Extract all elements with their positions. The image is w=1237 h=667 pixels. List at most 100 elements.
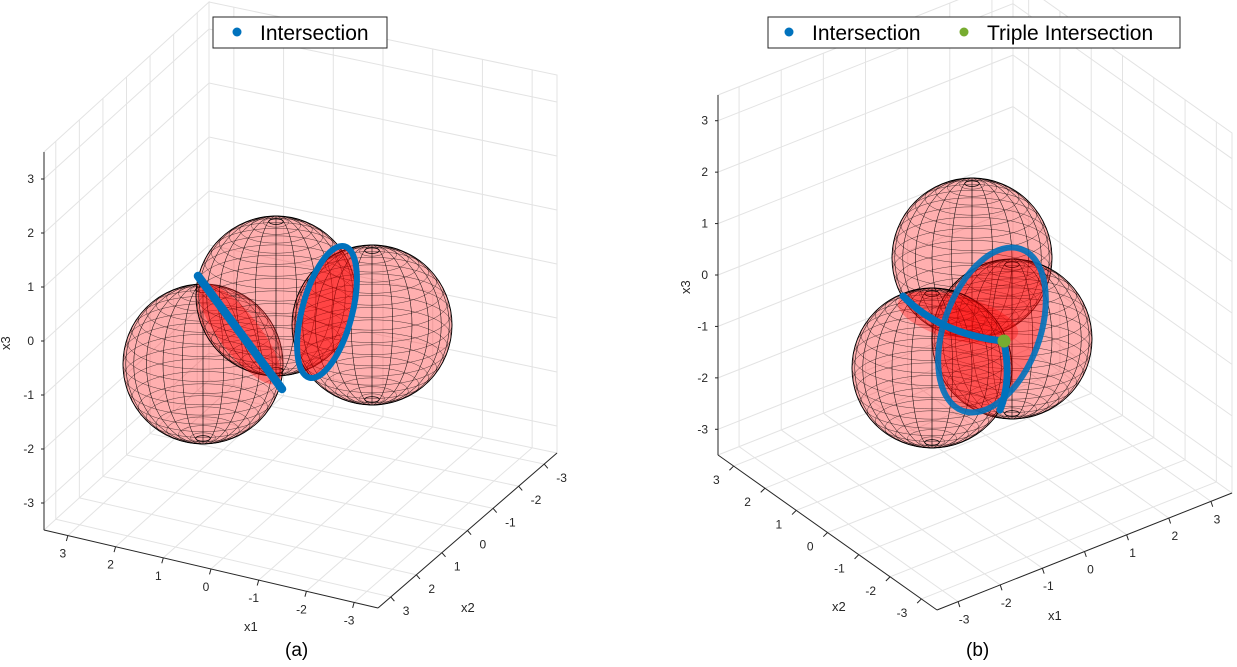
legend-label-intersection-b: Intersection bbox=[812, 22, 921, 45]
y-axis-ticks-a: 3 2 1 0 -1 -2 -3 bbox=[390, 463, 567, 618]
sphere-1-a-latitude bbox=[166, 416, 240, 444]
overlap-lens-1-b bbox=[938, 247, 1046, 413]
sphere-1-b-latitude bbox=[895, 252, 1049, 310]
sphere-1-b-pole bbox=[964, 180, 980, 187]
z-axis-a-tick-label: 0 bbox=[27, 334, 34, 348]
sphere-1-a-latitude bbox=[146, 395, 260, 438]
legend-a[interactable]: Intersection bbox=[212, 16, 388, 49]
y-axis-a-tick-label: -2 bbox=[531, 493, 542, 507]
grid-line bbox=[858, 437, 1154, 556]
x-axis-b-tick-label: -1 bbox=[1043, 579, 1054, 593]
intersection-circle-2-a bbox=[294, 242, 360, 382]
x-axis-b-tick-label: -2 bbox=[1001, 596, 1012, 610]
y-axis-a-tick-mark bbox=[390, 596, 395, 602]
x-axis-b-tick-mark bbox=[1084, 551, 1087, 558]
x-axis-a-tick-mark bbox=[65, 535, 69, 542]
grid-line bbox=[43, 298, 558, 450]
z-axis-b-tick-label: -1 bbox=[697, 319, 708, 333]
sphere-3-b-latitude bbox=[919, 289, 945, 300]
sphere-3-b-latitude bbox=[860, 307, 1004, 361]
z-axis-label-b: x3 bbox=[678, 280, 693, 294]
z-axis-b-tick-label: 2 bbox=[701, 165, 708, 179]
y-axis-b-tick-label: 1 bbox=[776, 517, 783, 531]
x-axis-a-tick-mark bbox=[113, 546, 117, 553]
y-axis-a-tick-label: -3 bbox=[556, 471, 567, 485]
intersection-circle-1-a bbox=[193, 271, 287, 394]
sphere-2-b-latitude bbox=[955, 265, 1069, 308]
x-axis-ticks-b: -3 -2 -1 0 1 2 3 bbox=[957, 501, 1221, 627]
z-axis-a-tick-label: -1 bbox=[23, 388, 34, 402]
grid-line bbox=[149, 433, 494, 509]
legend-marker-intersection-b bbox=[784, 27, 794, 37]
x-axis-a-tick-mark bbox=[209, 568, 212, 575]
grid-line bbox=[173, 411, 519, 487]
grid-line bbox=[353, 447, 533, 603]
y-axis-label-a: x2 bbox=[461, 600, 475, 615]
sphere-2-b-latitude bbox=[935, 287, 1089, 345]
grid-line bbox=[717, 54, 1233, 211]
x-axis-b-tick-mark bbox=[999, 584, 1003, 591]
y-axis-b-tick-label: -1 bbox=[834, 562, 845, 576]
y-axis-a-tick-label: 3 bbox=[403, 604, 410, 618]
z-axis-b-tick-label: -3 bbox=[697, 422, 708, 436]
sphere-2-b-pole bbox=[1004, 261, 1020, 268]
x-axis-b-tick-mark bbox=[1126, 534, 1129, 541]
x-axis-b-tick-label: 3 bbox=[1214, 512, 1221, 526]
z-axis-b-tick-label: -2 bbox=[697, 371, 708, 385]
legend-label-intersection-a: Intersection bbox=[260, 22, 369, 45]
sphere-2-b-latitude bbox=[940, 278, 1084, 332]
y-axis-b-tick-mark bbox=[760, 487, 766, 493]
grid-line bbox=[258, 426, 434, 581]
overlap-lens-2-b bbox=[897, 291, 1019, 345]
sphere-3-a-pole bbox=[364, 247, 380, 254]
grid-line bbox=[717, 157, 1233, 314]
y-axis-b-tick-label: 0 bbox=[807, 540, 814, 554]
intersection-rings-a bbox=[193, 242, 360, 394]
sphere-3-a-latitude bbox=[295, 273, 449, 331]
z-axis-a-tick-label: 2 bbox=[27, 226, 34, 240]
grid-line bbox=[43, 28, 558, 180]
y-axis-a-tick-mark bbox=[415, 574, 421, 580]
sphere-3-a-latitude bbox=[359, 246, 385, 257]
sphere-3-a-latitude bbox=[359, 393, 385, 404]
x-axis-a-tick-mark bbox=[161, 557, 164, 564]
legend-b[interactable]: Intersection Triple Intersection bbox=[767, 16, 1181, 49]
x-axis-ticks-a: 3 2 1 0 -1 -2 -3 bbox=[60, 535, 355, 627]
z-axis-a-tick-label: -2 bbox=[23, 442, 34, 456]
panel-caption-b: (b) bbox=[966, 640, 989, 661]
sphere-3-b-latitude bbox=[875, 294, 989, 337]
z-axis-label-a: x3 bbox=[0, 336, 13, 350]
spheres-b bbox=[851, 177, 1093, 449]
x-axis-a-tick-label: 0 bbox=[203, 580, 210, 594]
x-axis-a-tick-label: 1 bbox=[155, 569, 162, 583]
legend-box-a bbox=[212, 16, 388, 49]
sphere-2-a-latitude bbox=[219, 222, 333, 265]
sphere-2-a-latitude bbox=[219, 327, 333, 370]
y-axis-a-tick-mark bbox=[518, 485, 523, 491]
sphere-2-b-pole bbox=[1004, 410, 1020, 417]
grid-line bbox=[197, 390, 545, 465]
grid-line bbox=[921, 481, 1217, 600]
y-axis-b-tick-mark bbox=[916, 598, 922, 604]
sphere-1-a-latitude bbox=[131, 303, 275, 357]
y-axis-b-tick-mark bbox=[885, 576, 891, 582]
sphere-1-a-latitude bbox=[190, 432, 216, 443]
overlap-lens-2-a bbox=[297, 245, 357, 379]
x-axis-a-tick-label: -3 bbox=[344, 613, 355, 627]
y-axis-ticks-b: 3 2 1 0 -1 -2 -3 bbox=[713, 465, 922, 620]
z-axis-b-tick-label: 1 bbox=[701, 217, 708, 231]
grid-line bbox=[43, 82, 558, 234]
x-axis-a-tick-label: 3 bbox=[60, 547, 67, 561]
sphere-3-a-meridian bbox=[294, 244, 450, 406]
sphere-1-b-latitude bbox=[959, 179, 985, 190]
y-axis-a-tick-label: 0 bbox=[480, 538, 487, 552]
legend-marker-triple-intersection-b bbox=[959, 27, 969, 37]
grid-line bbox=[717, 208, 1233, 365]
x-axis-b-tick-mark bbox=[1041, 568, 1045, 574]
panel-caption-a: (a) bbox=[285, 640, 308, 661]
grid-line bbox=[717, 311, 1233, 468]
z-axis-ticks-b: 3 2 1 0 -1 -2 -3 bbox=[697, 114, 718, 436]
sphere-2-b-latitude bbox=[999, 260, 1025, 271]
grid-line bbox=[306, 436, 483, 592]
